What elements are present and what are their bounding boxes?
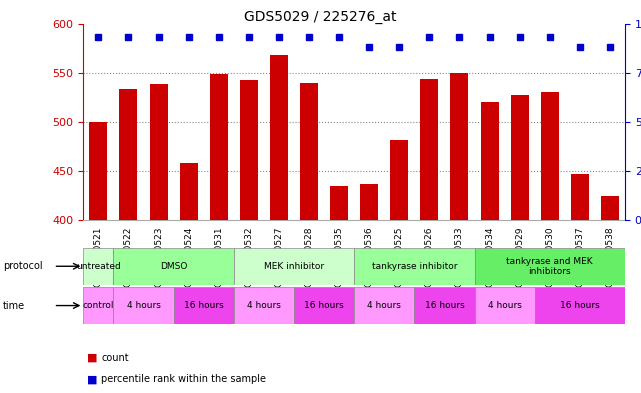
Bar — [119, 89, 137, 220]
Bar — [270, 55, 288, 220]
Bar — [174, 287, 234, 324]
Bar — [89, 122, 108, 220]
Bar — [511, 95, 529, 220]
Bar — [113, 248, 234, 285]
Bar — [83, 248, 113, 285]
Text: control: control — [83, 301, 114, 310]
Bar — [420, 79, 438, 220]
Bar — [541, 92, 559, 220]
Bar — [354, 287, 414, 324]
Bar — [179, 163, 197, 220]
Text: 4 hours: 4 hours — [367, 301, 401, 310]
Text: 4 hours: 4 hours — [126, 301, 160, 310]
Text: tankyrase and MEK
inhibitors: tankyrase and MEK inhibitors — [506, 257, 593, 276]
Text: 16 hours: 16 hours — [304, 301, 344, 310]
Text: percentile rank within the sample: percentile rank within the sample — [101, 374, 266, 384]
Bar — [83, 287, 113, 324]
Text: 4 hours: 4 hours — [247, 301, 281, 310]
Bar — [481, 102, 499, 220]
Bar — [149, 84, 167, 220]
Text: count: count — [101, 353, 129, 363]
Bar — [451, 73, 469, 220]
Bar — [535, 287, 625, 324]
Text: 16 hours: 16 hours — [424, 301, 464, 310]
Bar — [474, 287, 535, 324]
Text: untreated: untreated — [76, 262, 121, 271]
Bar — [570, 174, 589, 220]
Bar — [390, 140, 408, 220]
Bar — [300, 83, 318, 220]
Bar — [601, 196, 619, 220]
Bar — [474, 248, 625, 285]
Text: DMSO: DMSO — [160, 262, 187, 271]
Text: 4 hours: 4 hours — [488, 301, 522, 310]
Bar — [294, 287, 354, 324]
Bar — [354, 248, 474, 285]
Bar — [360, 184, 378, 220]
Bar — [113, 287, 174, 324]
Text: time: time — [3, 301, 26, 310]
Bar — [210, 73, 228, 220]
Bar — [240, 79, 258, 220]
Bar — [330, 185, 348, 220]
Bar — [414, 287, 474, 324]
Text: ■: ■ — [87, 353, 97, 363]
Bar — [234, 248, 354, 285]
Text: GDS5029 / 225276_at: GDS5029 / 225276_at — [244, 10, 397, 24]
Bar — [234, 287, 294, 324]
Text: 16 hours: 16 hours — [560, 301, 600, 310]
Text: ■: ■ — [87, 374, 97, 384]
Text: 16 hours: 16 hours — [184, 301, 224, 310]
Text: MEK inhibitor: MEK inhibitor — [264, 262, 324, 271]
Text: protocol: protocol — [3, 261, 43, 271]
Text: tankyrase inhibitor: tankyrase inhibitor — [372, 262, 457, 271]
